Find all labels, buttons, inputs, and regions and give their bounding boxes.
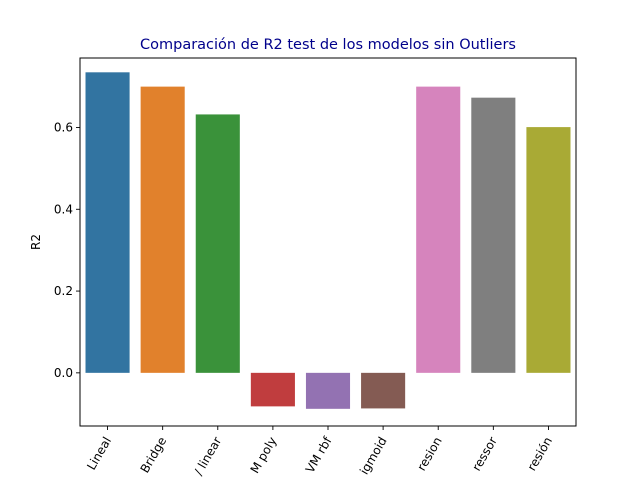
x-tick-label-5: igmoid (357, 435, 390, 477)
y-tick-label-1: 0.2 (54, 284, 73, 298)
bar-5 (361, 372, 406, 409)
bar-7 (471, 97, 516, 373)
bar-3 (250, 372, 295, 407)
x-tick-label-3: M poly (248, 435, 280, 476)
bar-1 (140, 86, 185, 373)
x-tick-label-2: / linear (191, 434, 224, 477)
y-tick-label-2: 0.4 (54, 202, 73, 216)
bar-8 (526, 127, 571, 373)
y-axis-label: R2 (29, 234, 43, 250)
bar-2 (195, 114, 240, 373)
chart-title: Comparación de R2 test de los modelos si… (140, 37, 516, 53)
bar-6 (416, 86, 461, 373)
x-tick-label-8: resión (525, 435, 555, 474)
bar-4 (305, 372, 351, 409)
x-tick-label-1: Bridge (138, 435, 170, 476)
bars-group (85, 72, 571, 409)
y-tick-label-3: 0.6 (54, 121, 73, 135)
x-tick-label-0: Lineal (84, 435, 114, 473)
plot-frame (79, 57, 577, 427)
x-tick-label-4: VM rbf (303, 434, 335, 476)
y-tick-label-0: 0.0 (54, 366, 73, 380)
x-tick-label-7: ressor (469, 434, 500, 473)
x-tick-label-6: resion (414, 435, 444, 474)
bar-0 (85, 72, 130, 373)
